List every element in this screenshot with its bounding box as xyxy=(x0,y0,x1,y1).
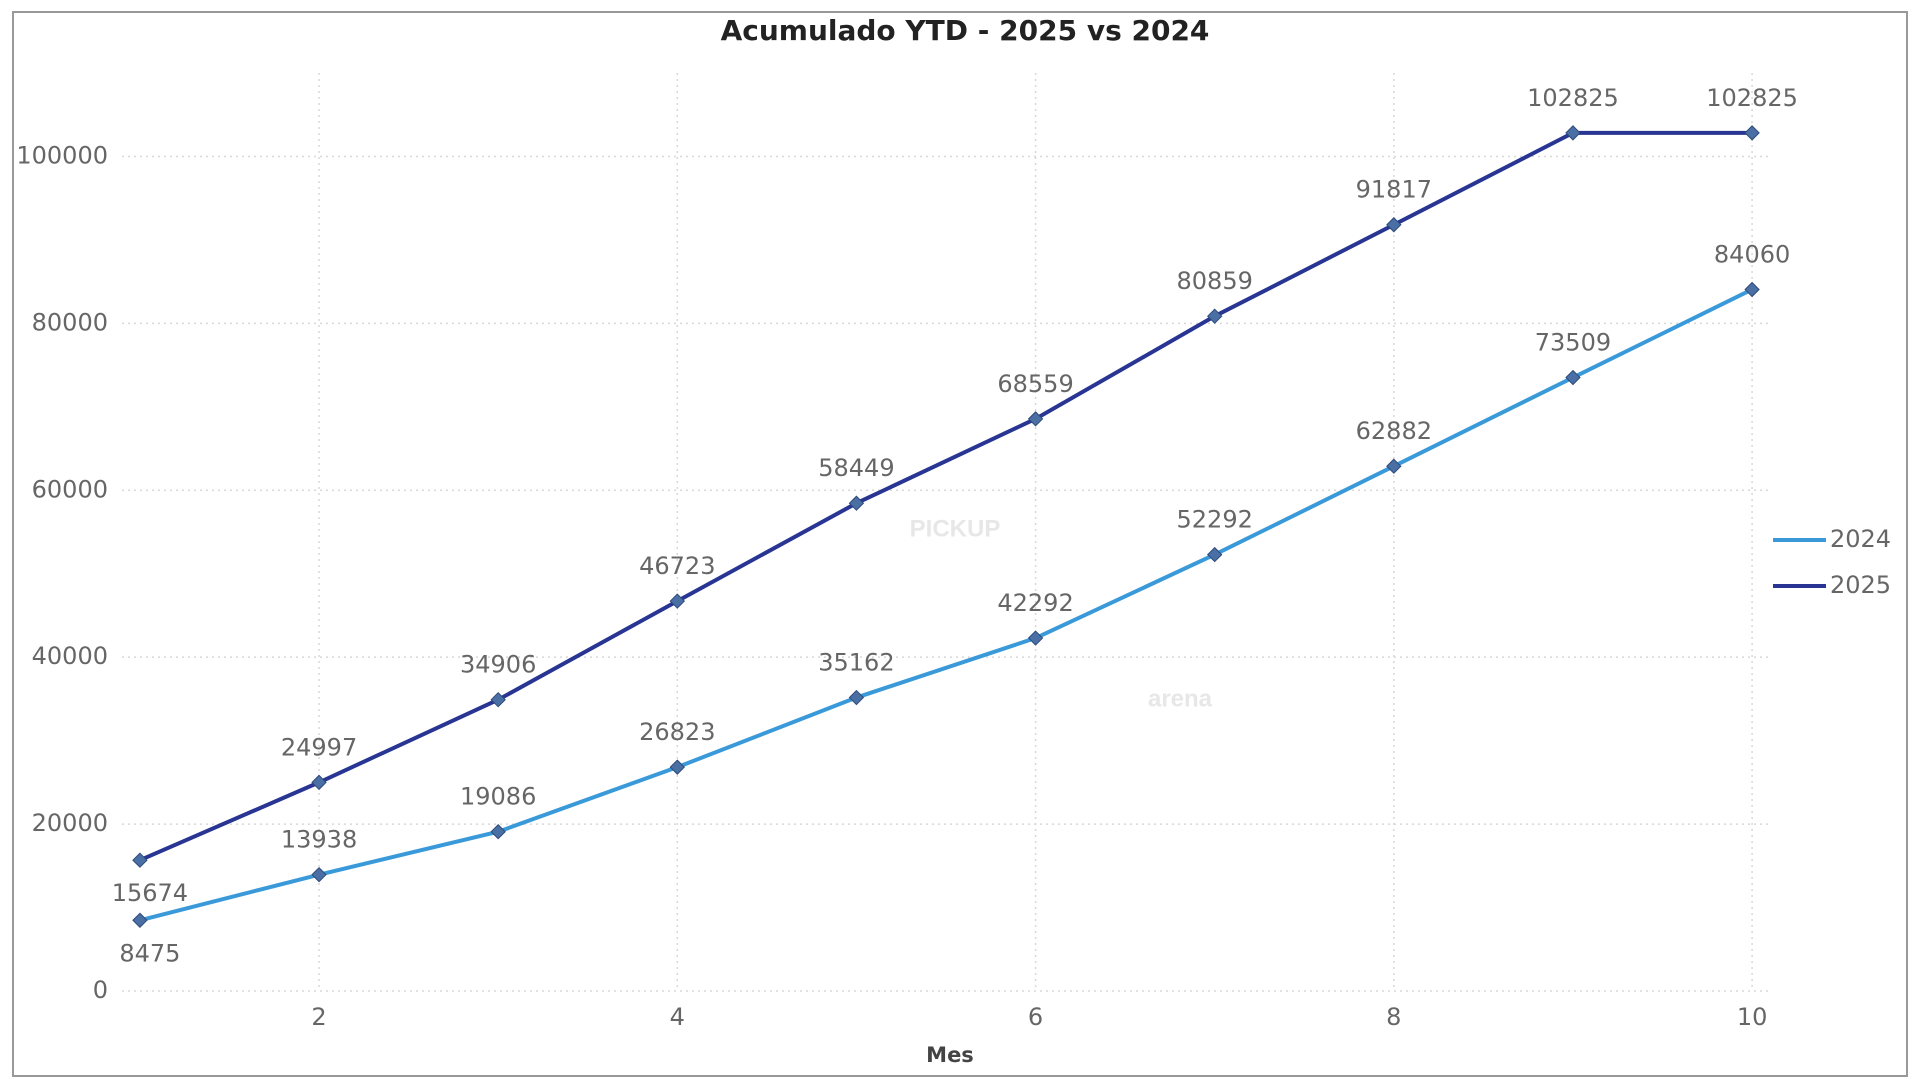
data-label: 19086 xyxy=(460,783,536,811)
x-axis-title: Mes xyxy=(926,1043,974,1067)
point-marker xyxy=(669,593,686,609)
data-label: 62882 xyxy=(1356,417,1432,445)
x-tick-label: 2 xyxy=(311,1003,326,1031)
data-label: 73509 xyxy=(1535,329,1611,357)
point-marker xyxy=(1744,125,1760,141)
y-tick-label: 40000 xyxy=(32,642,108,670)
data-label: 102825 xyxy=(1706,84,1798,112)
point-marker xyxy=(1027,411,1044,427)
point-marker xyxy=(848,689,865,706)
data-label: 24997 xyxy=(281,733,357,761)
point-marker xyxy=(1386,458,1402,474)
point-marker xyxy=(1744,281,1760,298)
chart-title: Acumulado YTD - 2025 vs 2024 xyxy=(721,14,1210,47)
data-label: 46723 xyxy=(639,552,715,580)
watermark: PICKUP xyxy=(910,515,1001,542)
data-label: 8475 xyxy=(119,939,180,967)
y-tick-label: 60000 xyxy=(32,475,108,503)
x-tick-label: 8 xyxy=(1386,1003,1401,1031)
data-label: 34906 xyxy=(460,651,536,679)
data-label: 80859 xyxy=(1177,267,1253,295)
point-marker xyxy=(1386,217,1402,233)
point-marker xyxy=(1565,125,1581,141)
watermark: arena xyxy=(1148,685,1213,712)
legend-label: 2025 xyxy=(1830,571,1891,599)
data-label: 26823 xyxy=(639,718,715,746)
point-marker xyxy=(1027,630,1044,646)
y-tick-label: 20000 xyxy=(32,809,108,837)
data-label: 91817 xyxy=(1356,176,1432,204)
frame xyxy=(12,11,1908,1077)
point-marker xyxy=(848,495,865,511)
point-marker xyxy=(1206,308,1223,324)
point-marker xyxy=(490,824,506,840)
data-label: 58449 xyxy=(818,454,894,482)
legend-label: 2024 xyxy=(1830,525,1891,553)
data-label: 13938 xyxy=(281,826,357,854)
point-marker xyxy=(311,866,327,883)
point-marker xyxy=(669,759,686,775)
x-tick-label: 6 xyxy=(1028,1003,1043,1031)
x-tick-label: 10 xyxy=(1737,1003,1768,1031)
series-line xyxy=(139,287,1753,923)
y-tick-label: 0 xyxy=(93,976,108,1004)
data-label: 52292 xyxy=(1177,506,1253,534)
point-marker xyxy=(1206,546,1223,563)
series-line xyxy=(139,130,1753,863)
data-label: 15674 xyxy=(112,879,188,907)
data-label: 68559 xyxy=(997,370,1073,398)
data-label: 84060 xyxy=(1714,240,1790,268)
y-tick-label: 80000 xyxy=(32,308,108,336)
y-tick-label: 100000 xyxy=(16,141,108,169)
data-label: 35162 xyxy=(818,649,894,677)
data-label: 102825 xyxy=(1527,84,1619,112)
point-marker xyxy=(132,912,148,928)
point-marker xyxy=(132,852,148,868)
data-label: 42292 xyxy=(997,589,1073,617)
point-marker xyxy=(490,691,506,708)
point-marker xyxy=(1565,369,1581,386)
point-marker xyxy=(311,774,327,791)
x-tick-label: 4 xyxy=(670,1003,685,1031)
